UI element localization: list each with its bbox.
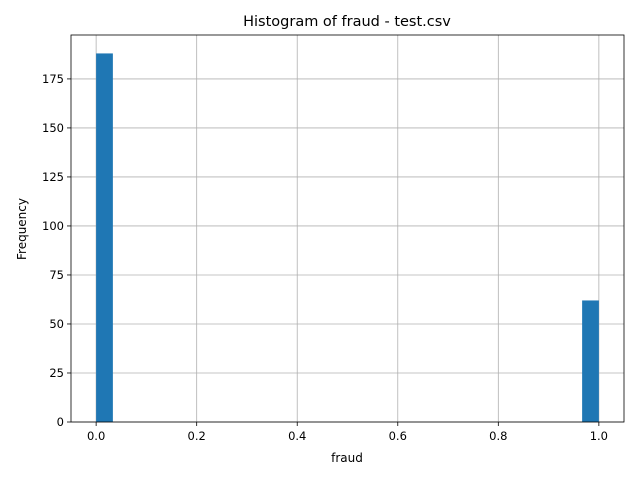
y-tick-label: 0: [57, 415, 64, 429]
ticks: 0.0 0.2 0.4 0.6 0.8 1.0 0 25 50 75 100 125 150 175: [42, 72, 608, 443]
y-tick-label: 175: [42, 72, 64, 86]
x-tick-label: 1.0: [590, 429, 608, 443]
histogram-bar: [582, 300, 599, 422]
y-tick-label: 75: [49, 268, 64, 282]
x-axis-label: fraud: [331, 451, 363, 465]
x-tick-label: 0.4: [288, 429, 306, 443]
x-tick-label: 0.8: [489, 429, 507, 443]
y-tick-label: 150: [42, 121, 64, 135]
x-tick-label: 0.2: [188, 429, 206, 443]
bars: [96, 53, 599, 423]
plot-frame: [70, 34, 625, 423]
chart-title: Histogram of fraud - test.csv: [243, 14, 451, 30]
y-tick-label: 100: [42, 219, 64, 233]
y-axis-label: Frequency: [15, 198, 29, 260]
x-tick-label: 0.0: [87, 429, 105, 443]
y-tick-label: 50: [49, 317, 64, 331]
x-tick-label: 0.6: [389, 429, 407, 443]
histogram-bar: [96, 53, 113, 423]
y-tick-label: 125: [42, 170, 64, 184]
grid-lines: [71, 35, 624, 423]
y-tick-label: 25: [49, 366, 64, 380]
